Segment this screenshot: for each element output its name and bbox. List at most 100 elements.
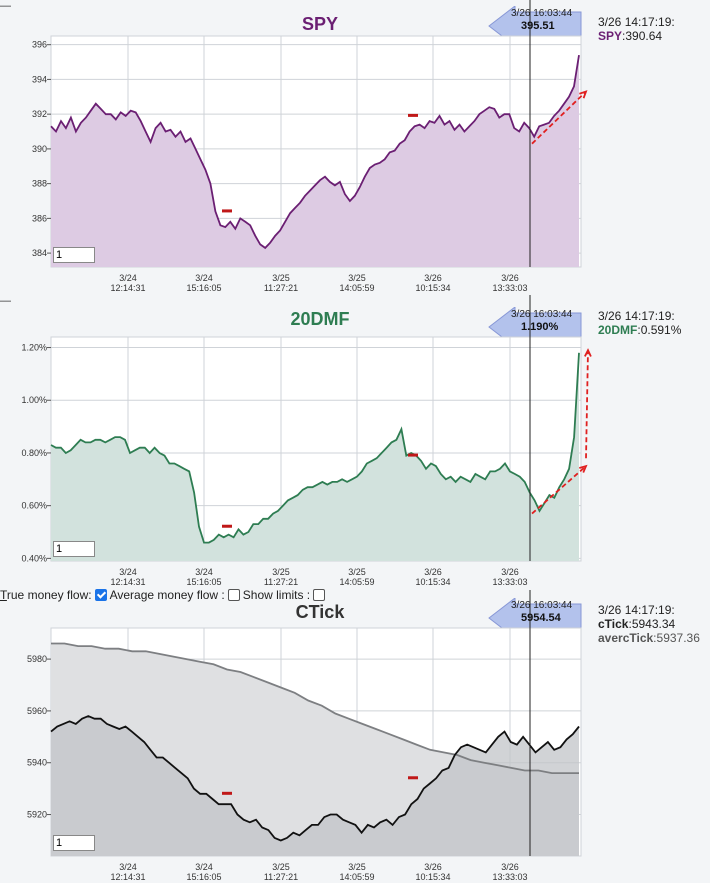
x-tick-label: 3/25 — [272, 567, 290, 577]
y-tick-label: 388 — [32, 179, 47, 189]
cursor-value: 395.51 — [521, 20, 555, 32]
y-tick-label: 384 — [32, 248, 47, 258]
dmf-panel: — 20DMF 3/26 16:03:44 1.190% 3/26 14:17:… — [0, 295, 710, 588]
signal-marker — [408, 453, 418, 457]
readout-value2: 5937.36 — [656, 631, 700, 645]
signal-marker — [222, 524, 232, 528]
x-tick-label: 3/24 — [195, 567, 213, 577]
x-tick-label: 3/26 — [424, 273, 442, 283]
y-tick-label: 5920 — [27, 810, 47, 820]
spy-readout: 3/26 14:17:19: SPY:390.64 — [598, 15, 675, 43]
x-tick-label: 3/26 — [501, 862, 519, 872]
trend-arrow — [531, 465, 587, 515]
trend-arrow-vertical-head — [584, 348, 592, 357]
spy-chart-title: SPY — [301, 14, 339, 34]
x-tick-label: 12:14:31 — [110, 872, 145, 882]
true-money-flow-label: True money flow: — [0, 588, 92, 602]
signal-marker — [222, 209, 232, 213]
average-money-flow-label: Average money flow : — [109, 588, 225, 602]
signal-marker — [408, 113, 418, 117]
readout-name: cTick — [598, 617, 629, 631]
trend-arrow-vertical — [585, 350, 589, 459]
readout-value: 0.591% — [640, 323, 682, 337]
x-tick-label: 10:15:34 — [415, 577, 450, 587]
show-limits-label: Show limits : — [242, 588, 311, 602]
readout-name: 20DMF — [598, 323, 638, 337]
series-area — [51, 352, 579, 561]
x-tick-label: 14:05:59 — [339, 872, 374, 882]
readout-name: SPY — [598, 29, 623, 43]
collapse-dash[interactable]: — — [0, 0, 11, 12]
signal-marker — [408, 776, 418, 780]
cursor-value: 5954.54 — [521, 612, 561, 624]
readout-value: 5943.34 — [631, 617, 676, 631]
show-limits-checkbox[interactable] — [313, 589, 326, 601]
readout-name2: avercTick — [598, 631, 654, 645]
ctick-chart-title: CTick — [295, 602, 345, 622]
y-tick-label: 1.20% — [21, 343, 47, 353]
spy-period-input[interactable]: 1 — [53, 247, 95, 263]
y-tick-label: 392 — [32, 109, 47, 119]
x-tick-label: 15:16:05 — [186, 577, 221, 587]
x-tick-label: 15:16:05 — [186, 872, 221, 882]
x-tick-label: 12:14:31 — [110, 577, 145, 587]
x-tick-label: 3/25 — [348, 862, 366, 872]
readout-date: 3/26 14:17:19: — [598, 309, 675, 323]
average-money-flow-checkbox[interactable] — [94, 589, 107, 601]
x-tick-label: 3/25 — [272, 273, 290, 283]
x-tick-label: 13:33:03 — [492, 872, 527, 882]
x-tick-label: 3/26 — [501, 273, 519, 283]
show-limits-unknown-checkbox[interactable] — [227, 589, 240, 601]
ctick-panel: CTick 3/26 16:03:44 5954.54 3/26 14:17:1… — [0, 590, 710, 883]
x-tick-label: 15:16:05 — [186, 283, 221, 293]
x-tick-label: 13:33:03 — [492, 577, 527, 587]
x-tick-label: 11:27:21 — [264, 872, 298, 882]
spy-panel: — SPY 3/26 16:03:44 395.51 3/26 14:17:19… — [0, 0, 710, 295]
series-area — [51, 55, 579, 267]
money-flow-controls: True money flow: Average money flow : Sh… — [0, 588, 328, 602]
trend-arrow-head — [579, 464, 588, 473]
x-tick-label: 14:05:59 — [339, 577, 374, 587]
dmf-chart-title: 20DMF — [290, 309, 350, 329]
x-tick-label: 3/26 — [501, 567, 519, 577]
x-tick-label: 10:15:34 — [415, 872, 450, 882]
y-tick-label: 5980 — [27, 654, 47, 664]
readout-value: 390.64 — [625, 29, 663, 43]
collapse-dash[interactable]: — — [0, 295, 11, 307]
x-tick-label: 3/26 — [424, 567, 442, 577]
x-tick-label: 10:15:34 — [415, 283, 450, 293]
trend-arrow-head — [579, 90, 588, 99]
series-line — [50, 54, 580, 250]
series-line — [50, 352, 580, 544]
x-tick-label: 3/25 — [272, 862, 290, 872]
y-tick-label: 394 — [32, 74, 47, 84]
ctick-chart[interactable]: 59205940596059803/2412:14:313/2415:16:05… — [0, 590, 710, 883]
x-tick-label: 3/24 — [119, 862, 137, 872]
y-tick-label: 5940 — [27, 758, 47, 768]
x-tick-label: 3/24 — [195, 862, 213, 872]
x-tick-label: 3/24 — [119, 567, 137, 577]
ctick-readout: 3/26 14:17:19: cTick:5943.34 avercTick:5… — [598, 603, 700, 645]
ctick-period-input[interactable]: 1 — [53, 835, 95, 851]
dmf-period-input[interactable]: 1 — [53, 541, 95, 557]
y-tick-label: 0.80% — [21, 448, 47, 458]
y-tick-label: 0.60% — [21, 501, 47, 511]
cursor-date: 3/26 16:03:44 — [511, 8, 573, 19]
cursor-date: 3/26 16:03:44 — [511, 309, 573, 320]
y-tick-label: 396 — [32, 40, 47, 50]
spy-chart[interactable]: 3843863883903923943963/2412:14:313/2415:… — [0, 0, 710, 295]
y-tick-label: 5960 — [27, 706, 47, 716]
readout-date: 3/26 14:17:19: — [598, 603, 675, 617]
y-tick-label: 386 — [32, 213, 47, 223]
x-tick-label: 11:27:21 — [264, 283, 298, 293]
x-tick-label: 3/24 — [195, 273, 213, 283]
ctick-line — [50, 715, 580, 842]
x-tick-label: 12:14:31 — [110, 283, 145, 293]
x-tick-label: 13:33:03 — [492, 283, 527, 293]
y-tick-label: 0.40% — [21, 553, 47, 563]
x-tick-label: 3/24 — [119, 273, 137, 283]
dmf-readout: 3/26 14:17:19: 20DMF:0.591% — [598, 309, 682, 337]
readout-date: 3/26 14:17:19: — [598, 15, 675, 29]
y-tick-label: 1.00% — [21, 395, 47, 405]
dmf-chart[interactable]: 0.40%0.60%0.80%1.00%1.20%3/2412:14:313/2… — [0, 295, 710, 588]
